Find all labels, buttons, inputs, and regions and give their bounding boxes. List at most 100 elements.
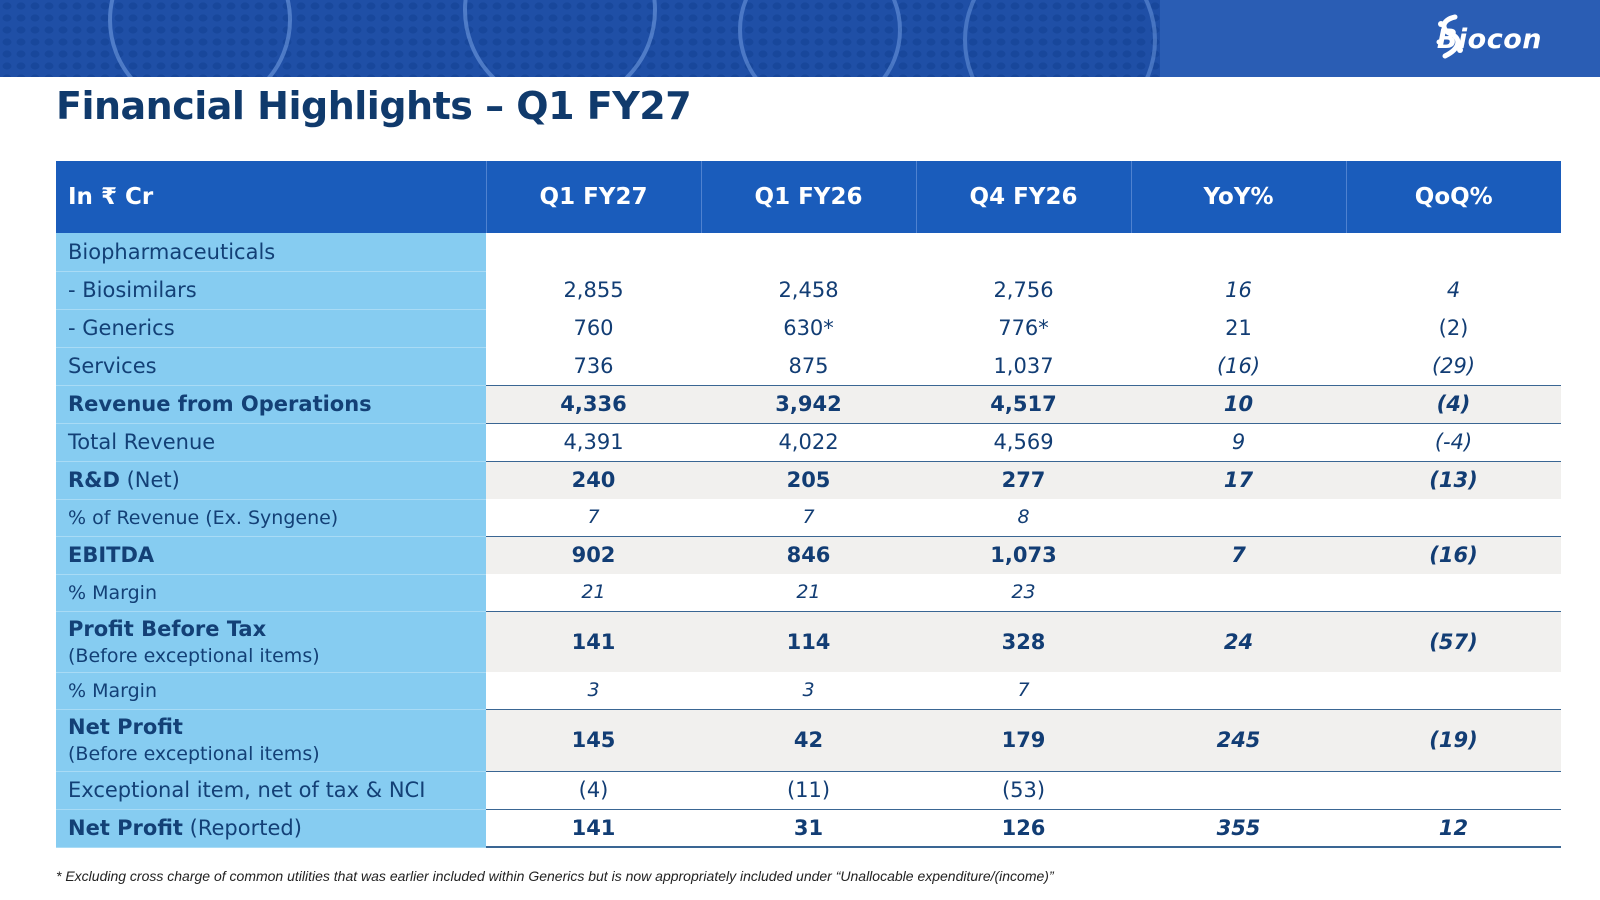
footnote: * Excluding cross charge of common utili… [56, 868, 1054, 884]
table-row: Net Profit (Reported) 141 31 126 355 12 [56, 808, 1561, 848]
cell-value: 4,336 [486, 384, 701, 423]
cell-value: 846 [701, 535, 916, 574]
row-label: Exceptional item, net of tax & NCI [56, 770, 486, 810]
row-label-note: (Before exceptional items) [68, 644, 320, 667]
row-label: % Margin [56, 672, 486, 710]
cell-value: 114 [701, 610, 916, 672]
cell-value: 328 [916, 610, 1131, 672]
cell-value: 2,458 [778, 278, 839, 302]
cell-value: 2,756 [993, 278, 1054, 302]
cell-value: 16 [1225, 278, 1252, 302]
cell-value: 21 [796, 581, 821, 604]
row-label: Biopharmaceuticals [56, 233, 486, 272]
cell-value: 7 [802, 506, 815, 529]
cell-value [1346, 233, 1561, 271]
cell-value [1131, 499, 1346, 536]
row-label-main: R&D [68, 468, 120, 492]
table-row: % Margin 21 21 23 [56, 574, 1561, 612]
cell-value [1346, 499, 1561, 536]
cell-value: 4 [1446, 278, 1461, 302]
cell-value: (53) [916, 770, 1131, 809]
row-label: - Biosimilars [56, 271, 486, 310]
row-label: Services [56, 347, 486, 386]
row-label-suffix: (Net) [126, 468, 180, 492]
cell-value [1346, 574, 1561, 611]
cell-value: 10 [1131, 384, 1346, 423]
header-q1fy26: Q1 FY26 [701, 161, 917, 233]
cell-value: 4,517 [916, 384, 1131, 423]
cell-value [1131, 672, 1346, 709]
cell-value: 760 [573, 316, 614, 340]
cell-texture-graphic [0, 0, 1600, 77]
header-banner: Biocon [0, 0, 1600, 77]
table-row: Biopharmaceuticals [56, 233, 1561, 272]
cell-value: 277 [916, 460, 1131, 499]
table-row: R&D (Net) 240 205 277 17 (13) [56, 460, 1561, 500]
table-row: % of Revenue (Ex. Syngene) 7 7 8 [56, 499, 1561, 537]
row-label: Revenue from Operations [56, 384, 486, 424]
row-label-note: (Before exceptional items) [68, 743, 320, 765]
cell-value [1131, 770, 1346, 809]
cell-value: (19) [1346, 708, 1561, 771]
row-label: - Generics [56, 309, 486, 348]
cell-value: 4,022 [701, 422, 916, 461]
cell-value: (11) [701, 770, 916, 809]
row-label-main: Net Profit [68, 816, 183, 840]
cell-value: 736 [573, 353, 614, 378]
table-row: Net Profit (Before exceptional items) 145… [56, 708, 1561, 772]
cell-value [486, 233, 701, 271]
cell-value: 24 [1131, 610, 1346, 672]
cell-value: (57) [1346, 610, 1561, 672]
cell-value: (-4) [1346, 422, 1561, 461]
cell-value: (4) [1346, 384, 1561, 423]
cell-value: 245 [1131, 708, 1346, 771]
cell-value: 902 [486, 535, 701, 574]
table-row: Exceptional item, net of tax & NCI (4) (… [56, 770, 1561, 810]
cell-value: 4,391 [486, 422, 701, 461]
cell-value: 7 [1017, 679, 1030, 702]
cell-value: 141 [486, 610, 701, 672]
cell-value: 2,855 [563, 278, 624, 302]
cell-value [1346, 770, 1561, 809]
cell-value: (2) [1438, 316, 1469, 340]
row-label: EBITDA [56, 535, 486, 575]
cell-value: 17 [1131, 460, 1346, 499]
row-label-main: Profit Before Tax [68, 616, 267, 641]
cell-value: 179 [916, 708, 1131, 771]
table-row: Revenue from Operations 4,336 3,942 4,51… [56, 384, 1561, 424]
row-label: Net Profit (Reported) [56, 808, 486, 848]
row-label-suffix: (Reported) [189, 816, 302, 840]
cell-value: 21 [581, 581, 606, 604]
row-label-main: Net Profit [68, 715, 183, 739]
cell-value: 205 [701, 460, 916, 499]
row-label: Net Profit (Before exceptional items) [56, 708, 486, 772]
table-row: - Generics 760 630* 776* 21 (2) [56, 309, 1561, 348]
header-qoq: QoQ% [1346, 161, 1561, 233]
cell-value: (16) [1216, 353, 1261, 378]
cell-value: 21 [1225, 316, 1252, 340]
header-q4fy26: Q4 FY26 [916, 161, 1132, 233]
table-row: Profit Before Tax (Before exceptional ite… [56, 610, 1561, 673]
cell-value: 240 [486, 460, 701, 499]
table-row: % Margin 3 3 7 [56, 672, 1561, 710]
row-label: Total Revenue [56, 422, 486, 462]
cell-value: 42 [701, 708, 916, 771]
row-label: % Margin [56, 574, 486, 612]
row-label: Profit Before Tax (Before exceptional ite… [56, 610, 486, 673]
cell-value: (13) [1346, 460, 1561, 499]
cell-value [1346, 672, 1561, 709]
cell-value: 7 [587, 506, 600, 529]
page-title: Financial Highlights – Q1 FY27 [56, 84, 692, 128]
cell-value: 1,073 [916, 535, 1131, 574]
cell-value: 875 [788, 353, 829, 378]
cell-value: 3,942 [701, 384, 916, 423]
cell-value: 3 [587, 679, 600, 702]
cell-value: 3 [802, 679, 815, 702]
biocon-logo: Biocon [1433, 14, 1542, 64]
table-row: EBITDA 902 846 1,073 7 (16) [56, 535, 1561, 575]
cell-value: 9 [1131, 422, 1346, 461]
cell-value: (29) [1431, 353, 1476, 378]
cell-value: 31 [701, 808, 916, 848]
header-yoy: YoY% [1131, 161, 1347, 233]
cell-value: 355 [1131, 808, 1346, 848]
